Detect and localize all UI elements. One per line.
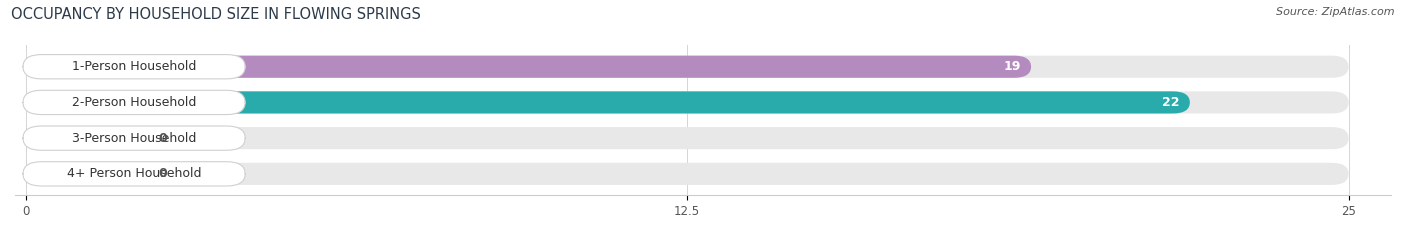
FancyBboxPatch shape xyxy=(25,56,1348,78)
Text: 22: 22 xyxy=(1161,96,1180,109)
Text: 1-Person Household: 1-Person Household xyxy=(72,60,197,73)
Text: 0: 0 xyxy=(157,132,167,145)
Text: OCCUPANCY BY HOUSEHOLD SIZE IN FLOWING SPRINGS: OCCUPANCY BY HOUSEHOLD SIZE IN FLOWING S… xyxy=(11,7,422,22)
FancyBboxPatch shape xyxy=(25,127,142,149)
Text: Source: ZipAtlas.com: Source: ZipAtlas.com xyxy=(1277,7,1395,17)
FancyBboxPatch shape xyxy=(25,163,142,185)
FancyBboxPatch shape xyxy=(22,55,245,79)
Text: 0: 0 xyxy=(157,167,167,180)
Text: 19: 19 xyxy=(1002,60,1021,73)
FancyBboxPatch shape xyxy=(25,91,1348,113)
Text: 3-Person Household: 3-Person Household xyxy=(72,132,197,145)
FancyBboxPatch shape xyxy=(25,163,1348,185)
Text: 4+ Person Household: 4+ Person Household xyxy=(67,167,201,180)
FancyBboxPatch shape xyxy=(22,90,245,115)
FancyBboxPatch shape xyxy=(22,162,245,186)
FancyBboxPatch shape xyxy=(25,91,1189,113)
FancyBboxPatch shape xyxy=(25,56,1031,78)
FancyBboxPatch shape xyxy=(22,126,245,150)
FancyBboxPatch shape xyxy=(25,127,1348,149)
Text: 2-Person Household: 2-Person Household xyxy=(72,96,197,109)
